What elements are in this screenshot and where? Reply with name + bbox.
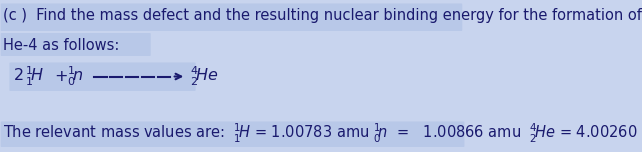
Text: ${}^{4}_{2}\!\mathit{He}$: ${}^{4}_{2}\!\mathit{He}$ (190, 65, 218, 88)
Text: $+$: $+$ (55, 69, 68, 84)
Text: He-4 as follows:: He-4 as follows: (3, 38, 119, 53)
Text: (c )  Find the mass defect and the resulting nuclear binding energy for the form: (c ) Find the mass defect and the result… (3, 8, 642, 23)
FancyBboxPatch shape (1, 33, 151, 56)
FancyBboxPatch shape (1, 121, 464, 147)
Text: ${}^{1}_{0}\!\mathit{n}$: ${}^{1}_{0}\!\mathit{n}$ (67, 65, 83, 88)
Text: $2\,{}^{1}_{1}\!\mathit{H}$: $2\,{}^{1}_{1}\!\mathit{H}$ (13, 65, 44, 88)
FancyBboxPatch shape (1, 3, 462, 31)
Text: The relevant mass values are:  ${}^{1}_{1}\!\mathit{H}$ = 1.00783 amu ${}^{1}_{0: The relevant mass values are: ${}^{1}_{1… (3, 122, 642, 145)
FancyBboxPatch shape (10, 62, 196, 91)
